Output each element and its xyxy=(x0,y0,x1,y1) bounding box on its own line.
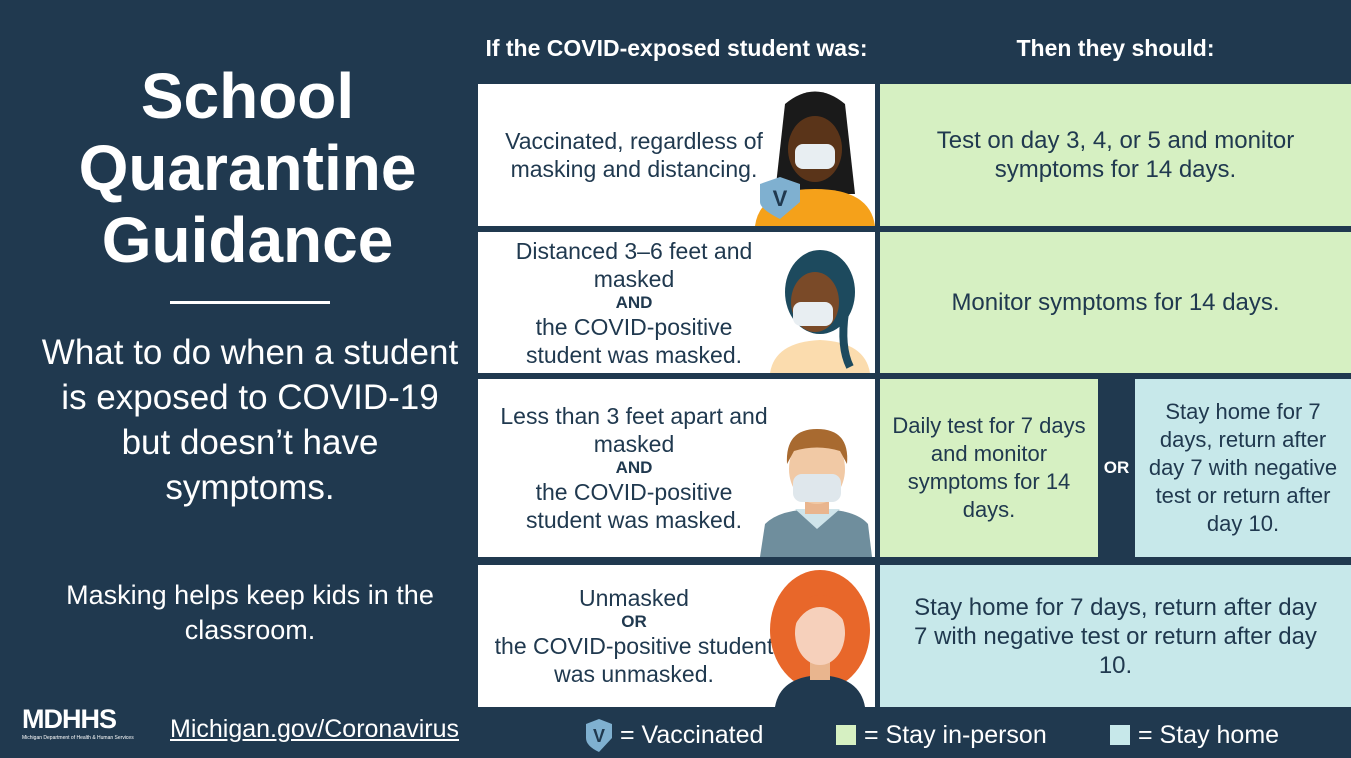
student-illustration xyxy=(760,379,875,557)
condition-line: the COVID-positive student was masked. xyxy=(504,478,764,534)
condition-cell: Vaccinated, regardless of masking and di… xyxy=(478,84,875,226)
legend-item: = Stay in-person xyxy=(836,716,1047,754)
condition-text: Distanced 3–6 feet and masked AND the CO… xyxy=(478,232,790,373)
legend-label: = Vaccinated xyxy=(620,721,763,750)
condition-text: Vaccinated, regardless of masking and di… xyxy=(478,84,798,226)
student-illustration: V xyxy=(755,84,875,226)
action-text: Stay home for 7 days, return after day 7… xyxy=(906,593,1326,680)
condition-text: Less than 3 feet apart and masked AND th… xyxy=(478,379,790,557)
action-text: Test on day 3, 4, or 5 and monitor sympt… xyxy=(926,126,1306,184)
condition-connector: AND xyxy=(616,293,653,313)
student-illustration xyxy=(765,565,875,707)
condition-line: the COVID-positive student was unmasked. xyxy=(484,632,784,688)
note: Masking helps keep kids in the classroom… xyxy=(50,578,450,648)
legend-item: = Stay home xyxy=(1110,716,1279,754)
condition-line: Distanced 3–6 feet and masked xyxy=(504,237,764,293)
column-header: If the COVID-exposed student was: xyxy=(478,20,875,76)
action-cell: Daily test for 7 days and monitor sympto… xyxy=(880,379,1098,557)
logo-full-name: Michigan Department of Health & Human Se… xyxy=(22,735,147,741)
legend-swatch xyxy=(836,725,856,745)
infographic: School Quarantine Guidance What to do wh… xyxy=(0,0,1351,758)
title-line: Quarantine xyxy=(79,132,417,204)
legend-label: = Stay home xyxy=(1138,721,1279,750)
action-cell: Test on day 3, 4, or 5 and monitor sympt… xyxy=(880,84,1351,226)
logo-name: MDHHS xyxy=(22,704,147,735)
legend-badge: V xyxy=(584,718,614,752)
action-text: Monitor symptoms for 14 days. xyxy=(951,288,1279,317)
condition-connector: OR xyxy=(621,612,647,632)
url[interactable]: Michigan.gov/Coronavirus xyxy=(170,715,459,744)
action-text: Stay home for 7 days, return after day 7… xyxy=(1145,398,1341,538)
title-line: School xyxy=(141,60,354,132)
logo: MDHHS Michigan Department of Health & Hu… xyxy=(22,704,147,750)
legend-swatch xyxy=(1110,725,1130,745)
condition-cell: Unmasked OR the COVID-positive student w… xyxy=(478,565,875,707)
action-text: Daily test for 7 days and monitor sympto… xyxy=(890,412,1088,524)
condition-line: Vaccinated, regardless of masking and di… xyxy=(499,127,769,183)
action-cell: Monitor symptoms for 14 days. xyxy=(880,232,1351,373)
condition-connector: AND xyxy=(616,458,653,478)
condition-line: Unmasked xyxy=(579,584,689,612)
title: School Quarantine Guidance xyxy=(20,60,475,276)
condition-line: Less than 3 feet apart and masked xyxy=(494,402,774,458)
condition-cell: Less than 3 feet apart and masked AND th… xyxy=(478,379,875,557)
divider xyxy=(170,301,330,304)
action-connector: OR xyxy=(1098,379,1135,557)
action-cell: Stay home for 7 days, return after day 7… xyxy=(1135,379,1351,557)
legend-item: V = Vaccinated xyxy=(584,716,763,754)
student-illustration xyxy=(765,232,875,373)
legend-label: = Stay in-person xyxy=(864,721,1047,750)
condition-text: Unmasked OR the COVID-positive student w… xyxy=(478,565,790,707)
subtitle: What to do when a student is exposed to … xyxy=(40,330,460,510)
title-line: Guidance xyxy=(102,204,394,276)
legend-symbol: V xyxy=(593,726,605,746)
action-cell: Stay home for 7 days, return after day 7… xyxy=(880,565,1351,707)
badge: V xyxy=(773,186,788,211)
condition-cell: Distanced 3–6 feet and masked AND the CO… xyxy=(478,232,875,373)
column-header: Then they should: xyxy=(880,20,1351,76)
condition-line: the COVID-positive student was masked. xyxy=(504,313,764,369)
